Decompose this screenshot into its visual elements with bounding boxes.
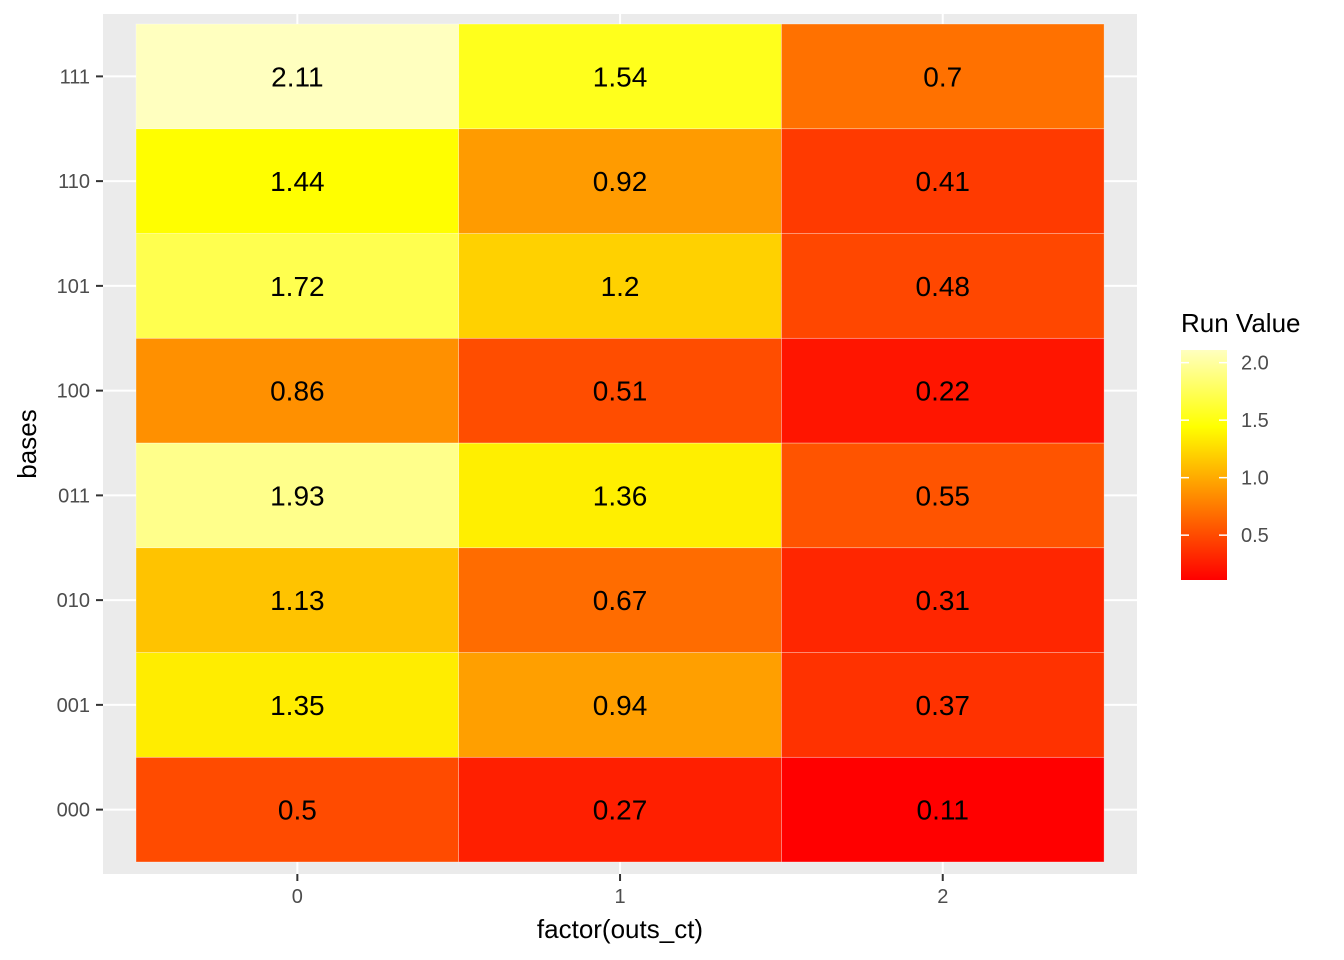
heatmap-cell [458,128,782,234]
y-tick-label: 001 [57,695,90,717]
y-axis: 000 001 010 011 100 101 110 111 [57,66,103,822]
cell-value-label: 1.2 [601,271,640,302]
y-tick-label: 111 [60,66,90,88]
cell-value-label: 0.51 [593,376,648,407]
heatmap-cell [135,128,460,234]
heatmap-cell [781,233,1105,339]
heatmap-cell [135,547,460,653]
cell-value-label: 0.22 [916,376,971,407]
cell-value-label: 0.67 [593,585,648,616]
cell-value-label: 0.41 [916,166,971,197]
y-tick-label: 010 [57,590,90,612]
y-tick-label: 011 [58,485,90,507]
heatmap-cell [781,756,1105,863]
cell-labels: 0.5 0.27 0.11 1.35 0.94 0.37 1.13 0.67 0.31 1.93 1… [270,61,970,825]
heatmap-cell [135,337,460,444]
heatmap-cell [458,233,782,339]
cell-value-label: 0.86 [270,376,325,407]
heatmap-cell [135,23,460,130]
x-axis-title: factor(outs_ct) [537,914,703,944]
cell-value-label: 1.35 [270,690,325,721]
cell-value-label: 1.54 [593,61,648,92]
legend-tick-label: 1.5 [1241,410,1269,432]
x-tick-label: 2 [937,886,948,908]
heatmap-cell [458,652,782,758]
heatmap-cell [781,652,1105,758]
heatmap-cell [458,23,782,130]
heatmap-cell [135,756,460,863]
cell-value-label: 1.93 [270,480,325,511]
cell-value-label: 0.55 [916,480,971,511]
legend-ticks: 0.5 1.0 1.5 2.0 [1181,353,1269,547]
heatmap-cells [135,23,1105,863]
cell-value-label: 1.72 [270,271,325,302]
cell-value-label: 0.37 [916,690,971,721]
legend-title: Run Value [1181,308,1301,338]
legend-colorbar [1181,350,1227,580]
legend-tick-label: 1.0 [1241,468,1269,490]
heatmap-cell [781,23,1105,130]
cell-value-label: 0.11 [917,795,969,826]
cell-value-label: 0.48 [916,271,971,302]
cell-value-label: 2.11 [271,61,323,92]
y-tick-label: 101 [57,276,90,298]
cell-value-label: 0.7 [923,61,962,92]
heatmap-cell [135,442,460,549]
legend: Run Value 0.5 1.0 1.5 2.0 [1181,308,1301,580]
cell-value-label: 0.94 [593,690,648,721]
heatmap-cell [458,547,782,653]
legend-tick-label: 2.0 [1241,353,1269,375]
heatmap-cell [781,337,1105,444]
heatmap-cell [781,128,1105,234]
cell-value-label: 1.36 [593,480,648,511]
heatmap-cell [458,442,782,549]
x-tick-label: 0 [292,886,303,908]
cell-value-label: 0.5 [278,795,317,826]
y-tick-label: 110 [58,171,90,193]
cell-value-label: 0.27 [593,795,648,826]
y-tick-label: 100 [57,381,90,403]
y-axis-title: bases [12,409,42,478]
cell-value-label: 0.31 [916,585,971,616]
heatmap-cell [458,756,782,863]
cell-value-label: 1.44 [270,166,325,197]
heatmap-cell [781,442,1105,549]
y-tick-label: 000 [57,800,90,822]
cell-value-label: 0.92 [593,166,648,197]
x-tick-label: 1 [614,886,625,908]
heatmap-cell [458,337,782,444]
cell-value-label: 1.13 [270,585,325,616]
legend-tick-label: 0.5 [1241,525,1269,547]
x-axis: 0 1 2 [292,874,948,908]
heatmap-cell [135,233,460,339]
heatmap-cell [135,652,460,758]
heatmap-cell [781,547,1105,653]
